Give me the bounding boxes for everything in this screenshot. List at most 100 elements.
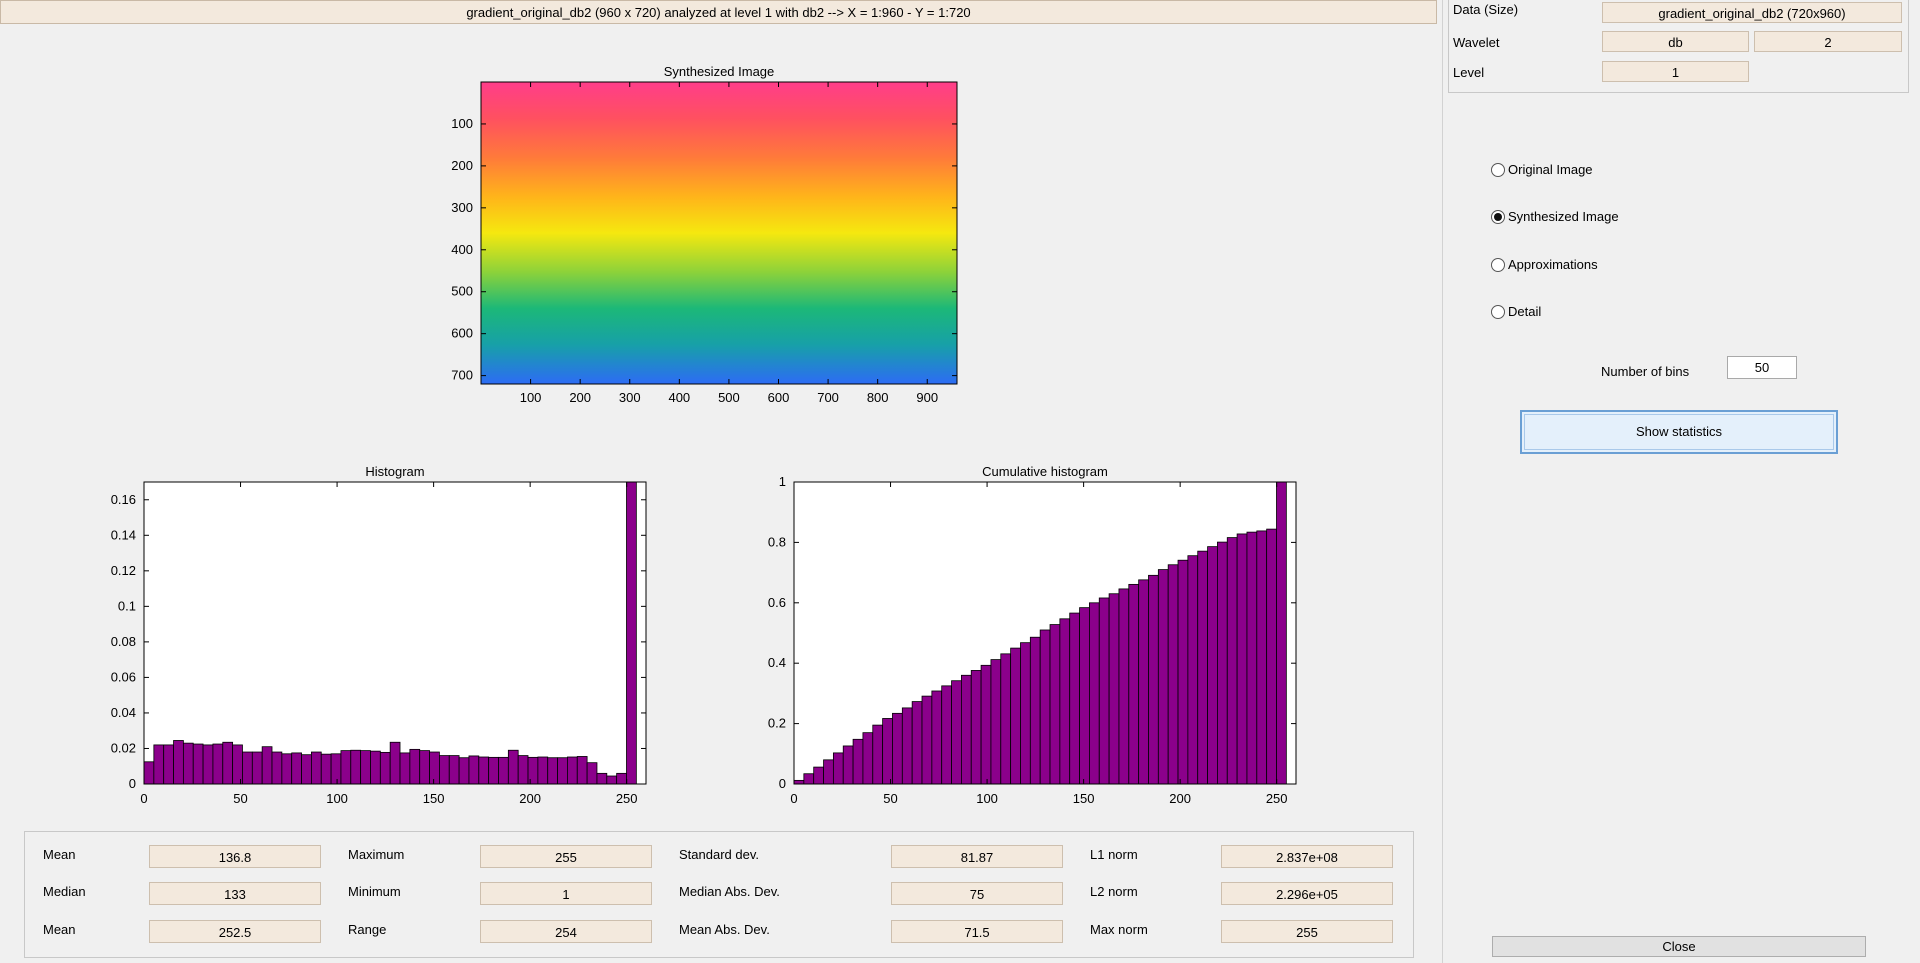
cumulative-histogram-x-tick-label: 0 — [790, 791, 797, 806]
image-y-tick-label: 700 — [451, 368, 473, 383]
stat-median-abs-dev-value: 75 — [891, 882, 1063, 905]
stat-range-label: Range — [348, 922, 387, 937]
cumulative-histogram-bar — [1236, 533, 1248, 785]
histogram-bar — [320, 753, 332, 785]
cumulative-histogram-bar — [1118, 588, 1130, 785]
image-y-tick-label: 500 — [451, 284, 473, 299]
stat-mean-label: Mean — [43, 847, 76, 862]
image-x-tick-label: 300 — [619, 390, 641, 405]
stat-l2-norm-value: 2.296e+05 — [1221, 882, 1393, 905]
cumulative-histogram-y-tick-label: 0.2 — [768, 716, 786, 731]
histogram-bar — [202, 744, 214, 785]
bins-input[interactable]: 50 — [1727, 356, 1797, 379]
synthesized-image-plot: Synthesized Image 100 200 300 400 500 600 700 8… — [451, 64, 958, 405]
cumulative-histogram-x-tick-label: 50 — [883, 791, 897, 806]
histogram-bar — [429, 751, 440, 785]
histogram-bar — [439, 755, 450, 785]
radio-detail[interactable]: Detail — [1491, 304, 1541, 319]
cumulative-histogram-y-tick-label: 0.8 — [768, 534, 786, 549]
image-y-tick-label: 600 — [451, 326, 473, 341]
histogram-bar — [586, 762, 598, 785]
histogram-bar — [301, 754, 312, 785]
histogram-bar — [527, 756, 539, 785]
histogram-frame — [143, 481, 647, 785]
cumulative-histogram-bar — [960, 674, 972, 785]
radio-button-icon[interactable] — [1491, 162, 1505, 177]
cumulative-histogram-bar — [1246, 531, 1258, 785]
cumulative-histogram-bar — [1177, 559, 1189, 785]
show-statistics-button[interactable]: Show statistics — [1520, 410, 1838, 454]
cumulative-histogram-bar — [832, 752, 844, 785]
cumulative-histogram-bar — [1049, 624, 1061, 785]
cumulative-histogram-x-tick-label: 100 — [976, 791, 998, 806]
stat-maximum-value: 255 — [480, 845, 652, 868]
histogram-y-tick-label: 0.06 — [111, 669, 136, 684]
stat-max-norm-label: Max norm — [1090, 922, 1148, 937]
cumulative-histogram-bar — [803, 773, 815, 785]
image-plot-axes: 100 200 300 400 500 600 700 800 900 100 200 300 400 5… — [451, 82, 957, 405]
wavelet-number-field: 2 — [1754, 31, 1902, 52]
stat-range-value: 254 — [480, 920, 652, 943]
cumulative-histogram-bar — [901, 707, 913, 785]
stat-l1-norm-value: 2.837e+08 — [1221, 845, 1393, 868]
image-plot-title: Synthesized Image — [664, 64, 775, 79]
cumulative-histogram-bar — [882, 718, 893, 785]
cumulative-histogram-bar — [1069, 612, 1080, 785]
radio-label: Original Image — [1508, 162, 1593, 177]
cumulative-histogram-bar — [842, 745, 854, 785]
stat-stddev-value: 81.87 — [891, 845, 1063, 868]
cumulative-histogram-bar — [921, 695, 933, 785]
cumulative-histogram-x-tick-label: 250 — [1266, 791, 1288, 806]
image-y-tick-label: 400 — [451, 242, 473, 257]
histogram-y-tick-label: 0.1 — [118, 598, 136, 613]
radio-button-selected-icon[interactable] — [1491, 209, 1505, 224]
histogram-bar — [547, 757, 558, 785]
histogram-bar — [419, 750, 430, 785]
cumulative-histogram-bar — [941, 685, 952, 785]
histogram-y-tick-label: 0.16 — [111, 492, 136, 507]
cumulative-histogram-bar — [892, 712, 903, 785]
cumulative-histogram-bar — [1000, 653, 1012, 785]
histogram-x-tick-label: 50 — [233, 791, 247, 806]
radio-label: Detail — [1508, 304, 1542, 319]
histogram-bar — [222, 741, 234, 785]
stat-median-value: 133 — [149, 882, 321, 905]
cumulative-histogram-bar — [1029, 636, 1041, 785]
radio-button-icon[interactable] — [1491, 257, 1505, 272]
cumulative-histogram-bar — [862, 732, 874, 785]
histogram-bar — [409, 748, 421, 785]
radio-original-image[interactable]: Original Image — [1491, 162, 1593, 177]
histogram-bar — [448, 755, 460, 785]
radio-synthesized-image[interactable]: Synthesized Image — [1491, 209, 1619, 224]
histogram-bar — [330, 753, 342, 785]
image-x-tick-label: 600 — [768, 390, 790, 405]
bins-label: Number of bins — [1601, 364, 1690, 379]
histogram-bar — [242, 751, 253, 785]
cumulative-histogram-y-tick-label: 1 — [779, 474, 786, 489]
cumulative-histogram-bar — [990, 659, 1002, 785]
close-button[interactable]: Close — [1492, 936, 1866, 957]
histogram-y-tick-label: 0.14 — [111, 527, 136, 542]
radio-approximations[interactable]: Approximations — [1491, 257, 1598, 272]
histogram-bar — [212, 743, 224, 785]
cumulative-histogram-bar — [1266, 528, 1277, 785]
image-x-tick-label: 200 — [569, 390, 591, 405]
cumulative-histogram-bar — [1197, 550, 1208, 785]
cumulative-histogram-bar — [931, 690, 943, 785]
image-x-tick-label: 800 — [867, 390, 889, 405]
cumulative-histogram-bar — [1039, 629, 1051, 785]
cumulative-histogram-bar — [793, 779, 805, 785]
histogram-x-tick-label: 150 — [423, 791, 445, 806]
cumulative-histogram-bar — [1276, 481, 1287, 785]
cumulative-histogram-bar — [872, 724, 884, 785]
histogram-bar — [182, 742, 194, 785]
histogram-bar — [626, 481, 637, 785]
histogram-bar — [370, 750, 381, 785]
radio-button-icon[interactable] — [1491, 304, 1505, 319]
stat-mean2-label: Mean — [43, 922, 76, 937]
data-size-label: Data (Size) — [1453, 2, 1519, 17]
cumulative-histogram-bar — [1157, 569, 1169, 785]
cumulative-histogram-frame — [793, 481, 1297, 785]
data-info-group — [1448, 0, 1909, 93]
histogram-bar — [468, 755, 480, 785]
